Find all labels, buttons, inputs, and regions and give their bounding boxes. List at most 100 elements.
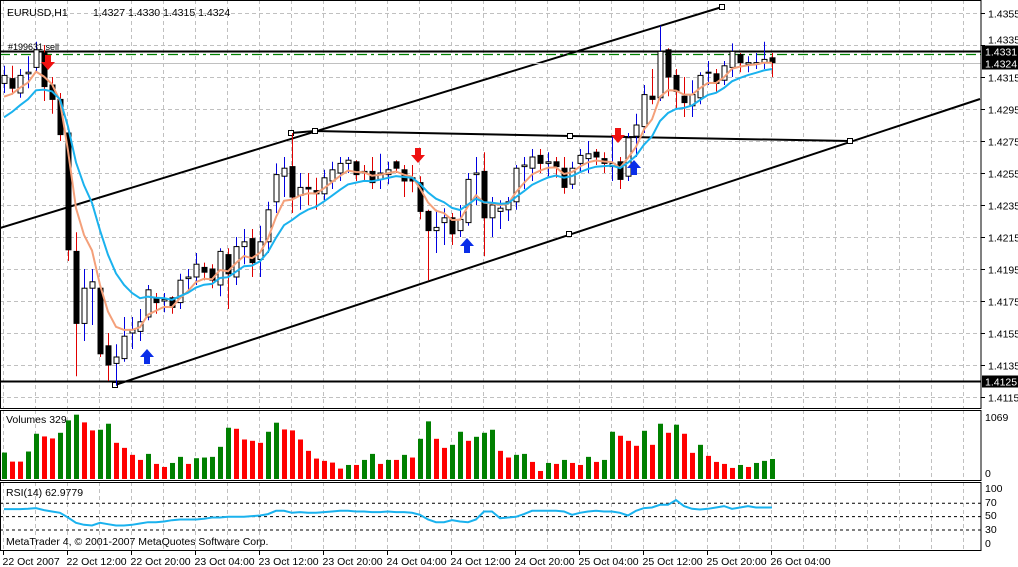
volume-bar (506, 457, 511, 479)
candle-body (529, 156, 536, 169)
ma-fast-line (3, 61, 772, 331)
time-tick-label: 23 Oct 20:00 (323, 556, 383, 567)
candle-body (17, 74, 24, 94)
candle-body (417, 182, 424, 212)
candle-body (673, 74, 680, 92)
candle-body (473, 172, 480, 176)
candle-body (617, 161, 624, 180)
volume-label: Volumes 329 (6, 414, 67, 426)
candle (289, 133, 296, 213)
time-axis[interactable]: 22 Oct 2007 22 Oct 12:00 22 Oct 20:00 23 Oc… (3, 550, 831, 567)
volume-bar (170, 462, 175, 479)
price-line-label-box (982, 45, 1018, 58)
pane-frames (0, 0, 982, 551)
price-axis[interactable]: 1.4355 1.4335 1.4315 1.4295 1.4275 1.4255 1.42… (981, 9, 1018, 405)
candle-body (217, 250, 224, 286)
candle-body (1, 74, 8, 84)
rsi-level-30: 30 (985, 524, 997, 536)
candle-body (265, 209, 272, 243)
price-line-label-box (982, 375, 1018, 388)
volume-bar (138, 459, 143, 479)
volume-bar (314, 458, 319, 479)
candle-body (289, 166, 296, 198)
volume-bar (178, 456, 183, 479)
price-tick-label: 1.4255 (988, 169, 1018, 181)
price-tick-label: 1.4135 (988, 361, 1018, 373)
volume-bar (154, 463, 159, 479)
volume-bar (122, 447, 127, 479)
channel-lower-line[interactable] (114, 98, 981, 386)
candle-body (545, 161, 552, 164)
candle-body (425, 210, 432, 232)
volume-max-label: 1069 (985, 412, 1009, 424)
candle-body (121, 335, 128, 360)
candle (201, 262, 208, 281)
candle (481, 152, 488, 257)
candle (273, 163, 280, 213)
volume-bar (418, 438, 423, 479)
line-anchor-handle[interactable] (288, 130, 294, 136)
candle (529, 149, 536, 181)
candle (9, 65, 16, 95)
candle (17, 69, 24, 98)
volume-bar (306, 450, 311, 479)
volume-bar (82, 422, 87, 479)
candle (73, 232, 80, 377)
line-anchor-handle[interactable] (719, 4, 725, 10)
line-anchor-handle[interactable] (567, 133, 573, 139)
candle-body (97, 287, 104, 355)
volume-min-label: 0 (985, 468, 991, 480)
volume-bar (642, 430, 647, 479)
candle (369, 157, 376, 189)
candle-body (553, 161, 560, 168)
buy-arrow-icon (460, 238, 474, 253)
candle (121, 317, 128, 362)
candle (329, 161, 336, 189)
horizontal-trend-line[interactable] (290, 129, 851, 142)
candle (433, 209, 440, 253)
candle-body (681, 95, 688, 104)
bid-label-box (982, 57, 1018, 70)
candle-body (33, 49, 40, 68)
volume-bar (354, 464, 359, 479)
sell-arrow-icon (41, 55, 55, 70)
candle-body (633, 124, 640, 137)
candle-body (337, 162, 344, 174)
candle-body (177, 279, 184, 304)
price-tick-label: 1.4355 (988, 9, 1018, 21)
time-tick-label: 22 Oct 20:00 (131, 556, 191, 567)
candle (105, 333, 112, 381)
candle-body (185, 276, 192, 280)
candle (241, 229, 248, 265)
volume-bar (226, 427, 231, 479)
volume-bar (146, 453, 151, 479)
candle-body (345, 159, 352, 164)
candle-body (537, 154, 544, 164)
volume-bar (682, 433, 687, 479)
volume-bar (530, 461, 535, 479)
candle-body (465, 178, 472, 224)
line-anchor-handle[interactable] (312, 128, 318, 134)
line-anchor-handle[interactable] (566, 231, 572, 237)
candle (281, 157, 288, 197)
time-tick-label: 23 Oct 12:00 (259, 556, 319, 567)
volume-bar (234, 428, 239, 479)
rsi-level-50: 50 (985, 510, 997, 522)
volume-bars (2, 414, 775, 479)
volume-bar (466, 440, 471, 479)
price-tick-label: 1.4335 (988, 35, 1018, 47)
volume-bar (602, 459, 607, 479)
candle-body (201, 266, 208, 273)
line-anchor-handle[interactable] (847, 138, 853, 144)
volume-bar (706, 455, 711, 479)
candle-body (281, 167, 288, 177)
channel-upper-line[interactable] (0, 6, 723, 229)
candle-body (41, 52, 48, 88)
volume-bar (426, 421, 431, 479)
volume-bar (586, 456, 591, 479)
volume-bar (490, 429, 495, 479)
candle (185, 269, 192, 293)
candle-body (353, 161, 360, 176)
volume-bar (370, 453, 375, 479)
